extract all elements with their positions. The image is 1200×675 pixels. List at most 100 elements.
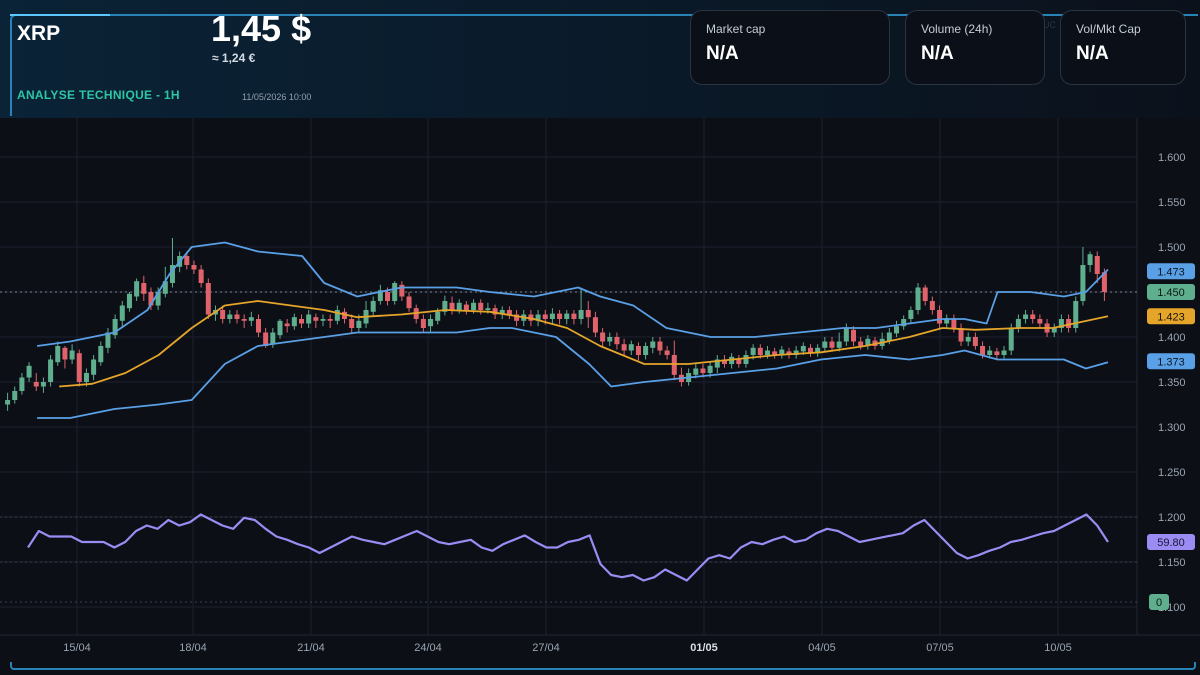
candle-body bbox=[743, 355, 749, 364]
candle-body bbox=[607, 337, 613, 342]
y-tick-label: 1.550 bbox=[1158, 197, 1186, 209]
candle-body bbox=[91, 359, 97, 375]
candle-body bbox=[764, 350, 770, 355]
candle-body bbox=[786, 351, 792, 355]
candle-body bbox=[449, 302, 455, 310]
candle-body bbox=[980, 346, 986, 355]
candle-body bbox=[793, 350, 799, 355]
candle-body bbox=[492, 308, 498, 315]
header-frame bbox=[10, 14, 1198, 116]
candle-body bbox=[693, 368, 699, 375]
x-tick-label: 10/05 bbox=[1044, 642, 1072, 654]
candle-body bbox=[557, 313, 563, 319]
candle-body bbox=[807, 347, 814, 354]
market-cap-label: Market cap bbox=[706, 22, 766, 36]
vol-mkt-cap-label: Vol/Mkt Cap bbox=[1076, 22, 1141, 36]
candle-body bbox=[850, 329, 857, 342]
candle-body bbox=[356, 320, 362, 328]
candle-body bbox=[944, 319, 950, 324]
candle-body bbox=[105, 332, 111, 348]
candle-body bbox=[1080, 265, 1086, 301]
candle-body bbox=[263, 332, 269, 346]
candle-body bbox=[621, 344, 627, 351]
candle-body bbox=[26, 365, 32, 378]
price-chart[interactable]: 1.600 1.550 1.500 1.450 1.400 1.350 1.300 1.250… bbox=[0, 118, 1200, 675]
candle-body bbox=[1051, 328, 1057, 333]
candle-body bbox=[707, 365, 713, 373]
candle-body bbox=[55, 346, 61, 363]
candle-body bbox=[98, 346, 104, 363]
candle-body bbox=[1001, 350, 1007, 355]
candle-body bbox=[255, 319, 262, 333]
candle-body bbox=[471, 302, 477, 310]
symbol-title: XRP bbox=[17, 22, 61, 45]
bollinger-upper-line bbox=[36, 241, 1109, 347]
vol-mkt-cap-value: N/A bbox=[1076, 43, 1109, 64]
x-tick-label: 04/05 bbox=[808, 642, 836, 654]
x-tick-label: 21/04 bbox=[297, 642, 325, 654]
candle-body bbox=[657, 341, 663, 351]
candle-body bbox=[5, 400, 11, 405]
candle-body bbox=[908, 310, 914, 319]
y-tick-label: 1.500 bbox=[1158, 242, 1186, 254]
price-badge: 1.423 bbox=[1157, 311, 1185, 323]
candle-body bbox=[514, 314, 520, 321]
candle-body bbox=[1058, 319, 1064, 328]
candle-body bbox=[1094, 256, 1100, 274]
x-tick-label: 07/05 bbox=[926, 642, 954, 654]
candle-body bbox=[929, 301, 935, 310]
candle-body bbox=[270, 332, 276, 345]
candle-body bbox=[865, 338, 871, 346]
candle-body bbox=[886, 332, 892, 341]
candle-body bbox=[585, 310, 591, 318]
candle-body bbox=[234, 314, 240, 319]
candle-body bbox=[1030, 314, 1036, 319]
candle-body bbox=[779, 349, 785, 355]
price-badge: 1.373 bbox=[1157, 356, 1185, 368]
candle-body bbox=[499, 310, 505, 315]
candle-body bbox=[370, 301, 376, 312]
moving-average-line bbox=[59, 300, 1109, 388]
candle-body bbox=[148, 292, 154, 306]
candle-body bbox=[937, 310, 943, 324]
candle-body bbox=[958, 328, 964, 342]
candle-body bbox=[1073, 301, 1079, 328]
candle-body bbox=[836, 341, 842, 348]
rsi-line bbox=[27, 513, 1109, 582]
candle-body bbox=[33, 382, 39, 387]
candle-body bbox=[420, 319, 426, 328]
candle-body bbox=[822, 341, 828, 348]
volume-card: Volume (24h) N/A bbox=[905, 10, 1045, 85]
candle-body bbox=[664, 350, 670, 355]
candle-body bbox=[385, 292, 391, 301]
bollinger-lower-line bbox=[37, 327, 1109, 419]
price-badge-bg bbox=[1147, 263, 1195, 280]
price-badge-bg bbox=[1147, 308, 1195, 325]
price-eur: ≈ 1,24 € bbox=[212, 51, 256, 65]
candle-body bbox=[614, 337, 620, 345]
candle-body bbox=[320, 319, 326, 321]
candle-body bbox=[750, 347, 756, 355]
candle-body bbox=[1023, 314, 1029, 319]
candle-body bbox=[392, 283, 398, 301]
candle-body bbox=[506, 310, 512, 315]
candle-body bbox=[349, 319, 355, 328]
candle-body bbox=[1008, 328, 1014, 351]
candle-body bbox=[721, 359, 727, 364]
candle-body bbox=[184, 256, 190, 265]
market-cap-card: Market cap N/A bbox=[690, 10, 890, 85]
candle-body bbox=[592, 317, 598, 333]
candle-body bbox=[987, 350, 993, 355]
candle-body bbox=[76, 353, 82, 382]
candle-body bbox=[643, 346, 649, 355]
candle-body bbox=[858, 341, 864, 346]
candle-body bbox=[291, 317, 297, 327]
y-tick-label: 1.350 bbox=[1158, 377, 1186, 389]
candle-body bbox=[972, 337, 978, 346]
candle-body bbox=[112, 319, 118, 336]
candle-body bbox=[205, 283, 211, 315]
candle-body bbox=[155, 292, 161, 306]
candle-body bbox=[922, 287, 928, 301]
candle-body bbox=[134, 281, 140, 297]
candle-body bbox=[313, 317, 319, 321]
